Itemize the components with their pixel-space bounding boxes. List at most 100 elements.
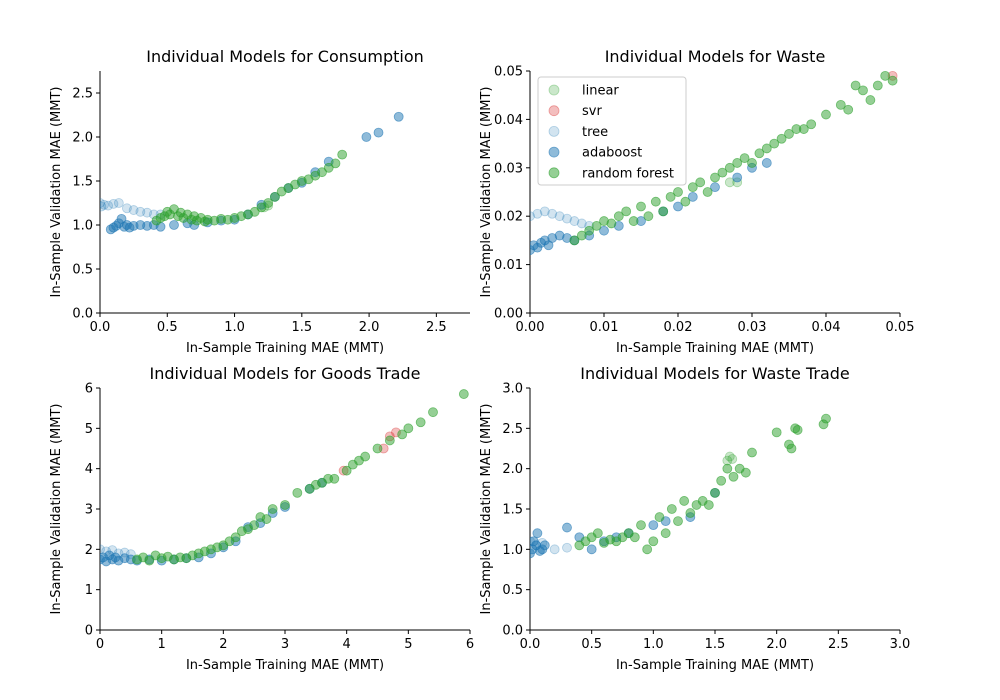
point-tree [122, 203, 132, 214]
legend-marker-tree [548, 125, 560, 137]
point-random-forest [621, 206, 632, 217]
point-random-forest [680, 196, 691, 207]
x-tick-label: 1.0 [224, 320, 245, 335]
point-random-forest [754, 148, 765, 159]
point-random-forest [872, 80, 883, 91]
x-tick-label: 3 [281, 637, 289, 652]
y-axis-label: In-Sample Validation MAE (MMT) [49, 87, 64, 298]
y-tick-label: 2 [85, 543, 93, 558]
y-tick-label: 1.0 [72, 219, 93, 234]
point-random-forest [249, 206, 260, 217]
point-random-forest [747, 447, 757, 458]
point-tree [532, 208, 543, 219]
point-adaboost [393, 111, 404, 122]
point-random-forest [337, 149, 348, 160]
point-random-forest [687, 182, 698, 193]
y-tick-label: 1.0 [502, 543, 523, 558]
point-adaboost [687, 191, 698, 202]
point-random-forest [880, 70, 891, 81]
point-random-forest [329, 473, 340, 484]
point-random-forest [792, 425, 803, 435]
point-random-forest [606, 218, 617, 229]
x-axis-label: In-Sample Training MAE (MMT) [186, 658, 384, 673]
point-random-forest [144, 555, 155, 566]
point-adaboost [761, 158, 772, 168]
panel-goods-trade: Individual Models for Goods Trade 0 1 2 3 4 5 6… [49, 364, 474, 673]
point-random-forest [685, 508, 696, 518]
point-random-forest [821, 109, 831, 120]
point-random-forest [665, 191, 676, 202]
y-tick-label: 3.0 [502, 382, 523, 397]
point-tree [576, 218, 587, 229]
x-tick-label: 0.5 [581, 637, 602, 652]
point-random-forest [403, 423, 414, 434]
point-random-forest [642, 544, 653, 555]
point-random-forest [650, 196, 661, 207]
y-tick-label: 0.0 [72, 307, 93, 322]
x-tick-label: 0.0 [90, 320, 111, 335]
point-random-forest [230, 532, 241, 543]
point-adaboost [648, 520, 659, 531]
point-random-forest [323, 162, 334, 173]
point-random-forest [821, 413, 831, 424]
point-adaboost [732, 172, 743, 183]
point-random-forest [636, 201, 646, 212]
point-tree [100, 544, 105, 555]
data-points [530, 70, 898, 255]
legend-marker-svr [548, 105, 560, 117]
x-tick-label: 0.00 [516, 320, 545, 335]
point-tree [547, 208, 558, 219]
point-random-forest [703, 500, 714, 510]
x-tick-label: 5 [404, 637, 412, 652]
y-tick-label: 5 [85, 422, 93, 437]
point-adaboost [361, 132, 372, 142]
point-random-forest [798, 124, 809, 134]
point-tree [562, 213, 572, 224]
point-random-forest [317, 167, 327, 178]
point-random-forest [740, 467, 751, 478]
point-random-forest [673, 187, 683, 197]
x-tick-label: 1.5 [291, 320, 312, 335]
y-axis-label: In-Sample Validation MAE (MMT) [479, 87, 494, 298]
x-tick-label: 0.03 [738, 320, 767, 335]
point-random-forest [629, 532, 640, 543]
x-tick-label: 0 [96, 637, 104, 652]
x-tick-label: 3.0 [890, 637, 911, 652]
point-random-forest [341, 465, 352, 476]
point-random-forest [658, 206, 669, 217]
y-tick-label: 2.5 [72, 87, 93, 102]
legend: linear svr tree adaboost random forest [537, 76, 687, 186]
legend-label-linear: linear [582, 84, 619, 99]
point-random-forest [249, 520, 260, 531]
point-linear [727, 454, 738, 464]
chart-title: Individual Models for Waste [605, 47, 826, 66]
legend-label-random-forest: random forest [582, 166, 674, 181]
y-tick-label: 0.5 [502, 583, 523, 598]
chart-title: Individual Models for Consumption [146, 47, 424, 66]
point-random-forest [850, 80, 861, 91]
point-random-forest [613, 211, 624, 222]
y-tick-label: 1 [85, 583, 93, 598]
point-random-forest [384, 435, 395, 446]
point-adaboost [673, 201, 683, 212]
point-random-forest [330, 158, 341, 169]
chart-title: Individual Models for Goods Trade [150, 364, 421, 383]
point-random-forest [280, 500, 290, 510]
x-tick-label: 0.0 [520, 637, 541, 652]
y-axis-label: In-Sample Validation MAE (MMT) [49, 404, 64, 615]
point-tree [135, 206, 146, 217]
point-random-forest [739, 153, 750, 164]
x-tick-label: 2 [219, 637, 227, 652]
point-random-forest [786, 443, 797, 454]
legend-marker-adaboost [548, 146, 560, 158]
point-random-forest [256, 202, 267, 213]
y-axis-label: In-Sample Validation MAE (MMT) [479, 404, 494, 615]
data-points [100, 389, 469, 567]
x-tick-label: 2.5 [426, 320, 447, 335]
point-random-forest [717, 167, 728, 178]
y-tick-label: 0.04 [494, 113, 523, 128]
x-tick-label: 1.5 [705, 637, 726, 652]
point-adaboost [562, 522, 572, 533]
point-linear [724, 451, 735, 462]
